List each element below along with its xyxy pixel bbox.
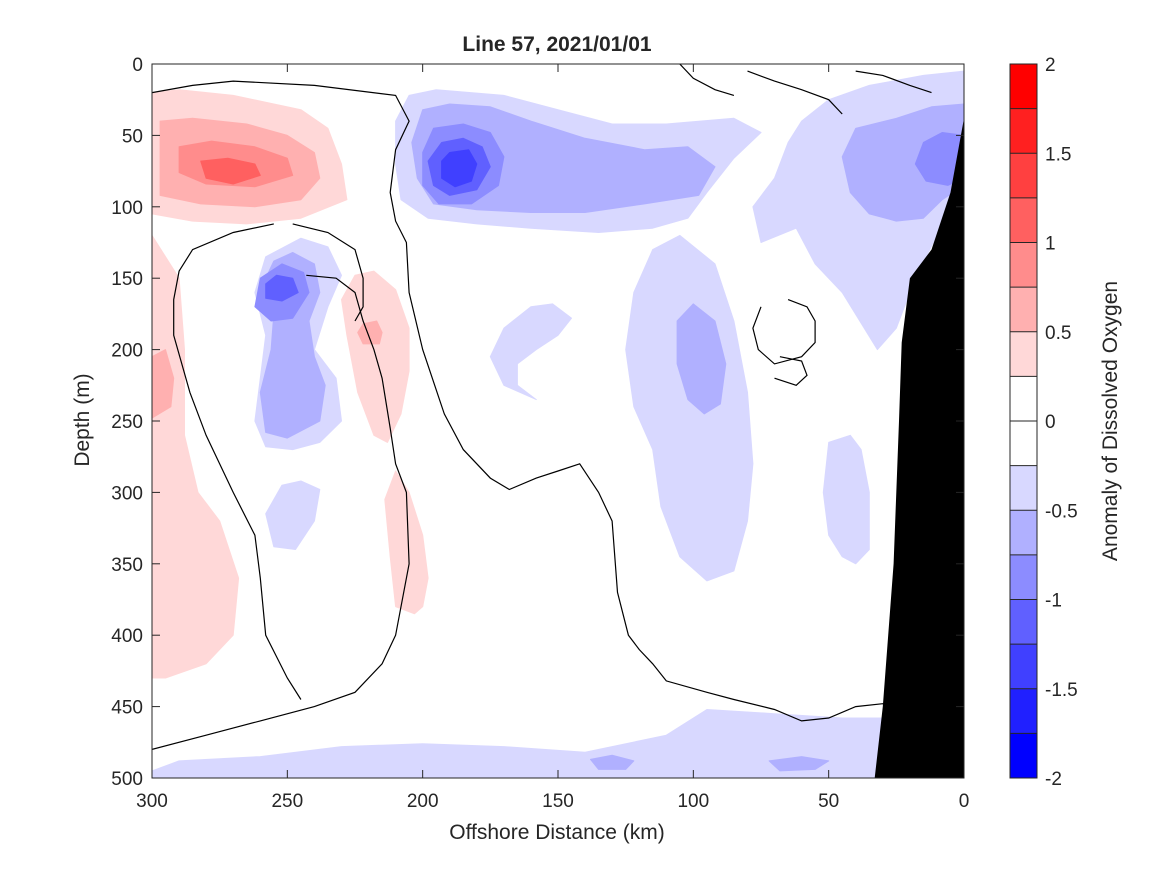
x-tick-label-150: 150 [542,791,574,812]
y-tick-label-500: 500 [111,769,143,790]
colorbar-swatch-10 [1010,510,1037,555]
contour-region-negative-20 [676,303,727,415]
y-tick-label-200: 200 [111,341,143,362]
colorbar-swatch-5 [1010,287,1037,332]
x-tick-label-200: 200 [407,791,439,812]
colorbar-swatch-9 [1010,465,1037,511]
contour-region-negative-12 [265,274,299,302]
colorbar-swatch-0 [1010,64,1037,109]
contour-region-positive-3 [200,157,261,185]
colorbar-swatch-4 [1010,242,1037,288]
zero-contour-line-7 [679,64,735,96]
y-axis: 0 50 100 150 200 250 300 350 400 450 500 [111,55,964,790]
contour-region-negative-21 [489,303,572,401]
colorbar-swatch-13 [1010,644,1037,689]
contour-region-positive-5 [152,349,175,419]
colorbar-tick-label-1.5: 1.5 [1045,144,1071,165]
plot-area [151,63,965,779]
contour-region-negative-23 [841,103,964,222]
contour-region-negative-18 [441,149,478,188]
chart-title: Line 57, 2021/01/01 [462,33,651,56]
colorbar: 2 1.5 1 0.5 0 -0.5 -1 -1.5 -2 [1009,55,1078,790]
zero-contour-line-8 [855,70,932,94]
colorbar-swatch-7 [1010,376,1037,421]
y-tick-label-50: 50 [122,126,143,147]
colorbar-tick-label--1: -1 [1045,591,1062,612]
contour-region-positive-7 [357,320,383,345]
y-tick-label-0: 0 [132,55,143,76]
colorbar-swatch-11 [1010,554,1037,600]
x-tick-label-300: 300 [136,791,168,812]
y-tick-label-300: 300 [111,483,143,504]
contour-region-negative-28 [768,756,830,772]
contour-region-negative-19 [625,234,754,582]
colorbar-swatch-1 [1010,108,1037,154]
x-tick-label-0: 0 [959,791,970,812]
contour-region-negative-13 [265,480,321,550]
y-tick-label-150: 150 [111,269,143,290]
x-tick-label-50: 50 [818,791,839,812]
x-axis-label: Offshore Distance (km) [449,821,665,844]
colorbar-tick-label--1.5: -1.5 [1045,680,1078,701]
colorbar-tick-label-1: 1 [1045,234,1056,255]
contour-region-negative-25 [822,434,870,565]
colorbar-swatch-15 [1010,733,1037,778]
x-tick-label-100: 100 [677,791,709,812]
y-axis-label: Depth (m) [71,373,94,466]
y-tick-label-400: 400 [111,626,143,647]
y-tick-label-350: 350 [111,555,143,576]
contour-region-negative-27 [590,754,635,770]
zero-contour-line-0 [152,80,937,722]
zero-contour-line-2 [292,223,364,322]
bathymetry-land-mask [874,118,964,778]
colorbar-swatch-14 [1010,688,1037,734]
x-axis: 300 250 200 150 100 50 0 [136,64,969,812]
colorbar-swatch-8 [1010,421,1037,466]
colorbar-swatch-12 [1010,599,1037,645]
colorbar-label: Anomaly of Dissolved Oxygen [1099,281,1122,561]
x-tick-label-250: 250 [271,791,303,812]
contour-region-positive-8 [384,470,429,615]
zero-contour-line-6 [747,70,843,115]
colorbar-swatch-6 [1010,331,1037,377]
colorbar-frame [1009,63,1038,779]
colorbar-tick-label-0.5: 0.5 [1045,323,1071,344]
zero-contour-line-3 [173,223,302,700]
zero-contour-line-4 [752,299,816,365]
colorbar-tick-label-0: 0 [1045,412,1056,433]
colorbar-swatch-2 [1010,153,1037,198]
y-tick-label-450: 450 [111,698,143,719]
contour-layer [152,64,964,778]
y-tick-label-250: 250 [111,412,143,433]
colorbar-tick-label-2: 2 [1045,55,1056,76]
colorbar-swatch-3 [1010,197,1037,243]
zero-contour-line-5 [774,356,808,386]
colorbar-tick-label--2: -2 [1045,769,1062,790]
colorbar-tick-label--0.5: -0.5 [1045,501,1078,522]
contour-region-positive-4 [152,234,240,679]
y-tick-label-100: 100 [111,198,143,219]
